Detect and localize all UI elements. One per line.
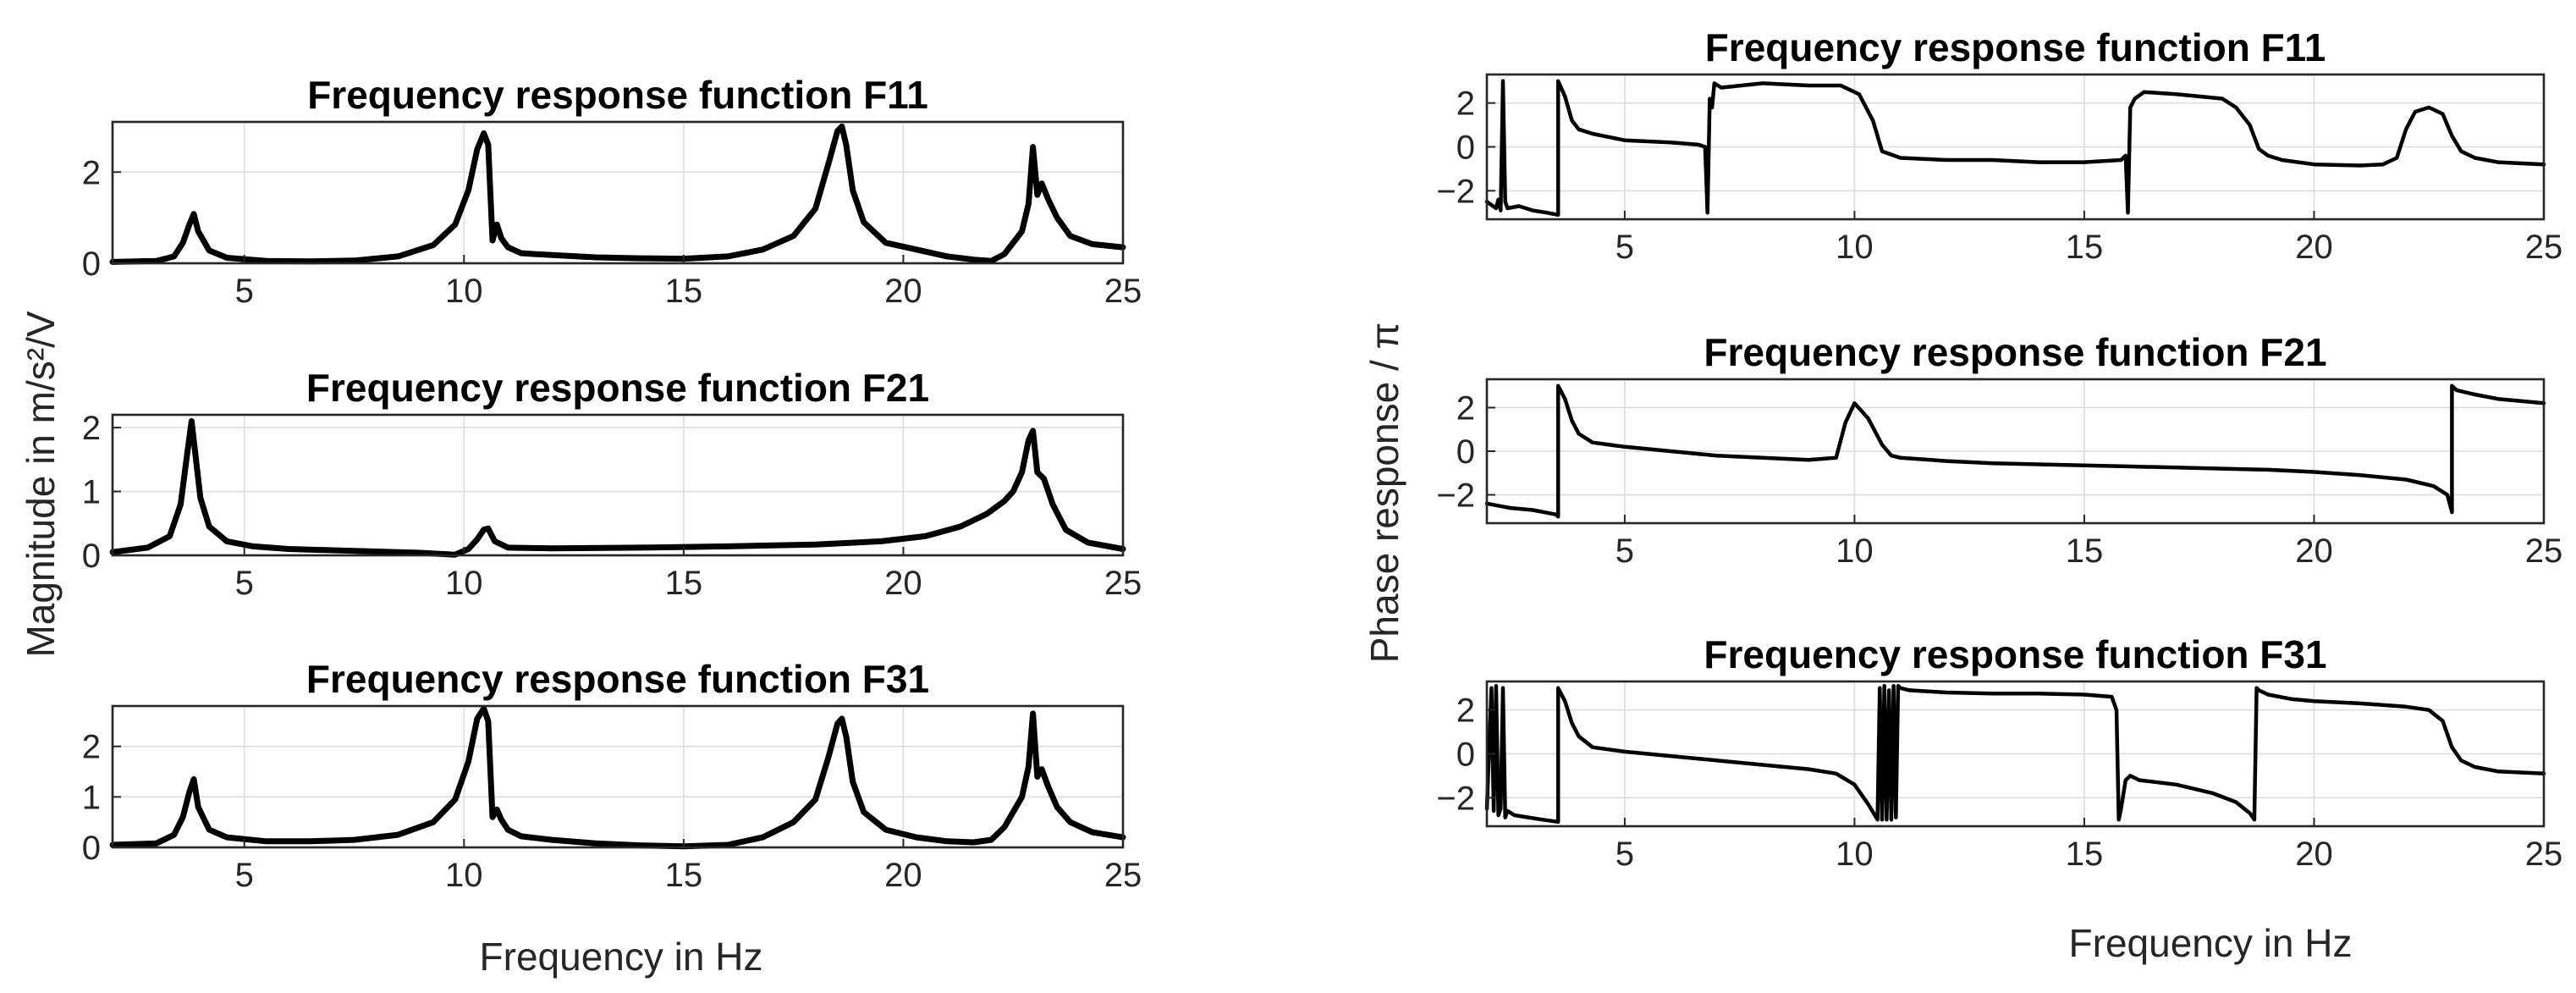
phase-F21-y-tick-label: −2	[1436, 477, 1475, 515]
phase-F11-series-line	[1484, 79, 2546, 218]
mag-F11-x-tick-label: 25	[1104, 273, 1142, 310]
mag-F21-y-tick-label: 0	[82, 538, 101, 575]
phase-F31-title: Frequency response function F31	[1704, 632, 2326, 676]
mag-F11-y-tick-label: 0	[82, 245, 101, 283]
mag-F11-y-tick-label: 2	[82, 154, 101, 191]
mag-F21-y-tick-label: 2	[82, 410, 101, 447]
phase-F31-panel: 5 10 15 20 25 −2 0 2 Frequency response function…	[1436, 632, 2562, 873]
phase-F31-x-tick-label: 5	[1616, 836, 1634, 873]
mag-F31-y-tick-label: 1	[82, 779, 101, 816]
mag-F11-x-tick-label: 10	[445, 273, 483, 310]
mag-F21-x-tick-label: 15	[665, 565, 703, 602]
phase-F21-title: Frequency response function F21	[1704, 330, 2326, 374]
phase-F21-y-tick-label: 2	[1456, 389, 1475, 427]
right-y-axis-label: Phase response / π	[1362, 323, 1406, 664]
mag-F31-panel: 5 10 15 20 25 0 1 2 Frequency response function …	[82, 657, 1142, 894]
mag-F31-x-tick-label: 5	[235, 857, 254, 894]
mag-F31-y-tick-label: 0	[82, 830, 101, 867]
phase-F21-series-line	[1484, 383, 2546, 519]
phase-F11-title: Frequency response function F11	[1705, 25, 2326, 69]
phase-F31-y-tick-label: 2	[1456, 692, 1475, 730]
mag-F21-x-tick-label: 20	[884, 565, 922, 602]
phase-F11-x-tick-label: 25	[2525, 229, 2563, 266]
phase-F11-y-tick-label: 0	[1456, 130, 1475, 167]
phase-F11-y-tick-label: −2	[1436, 173, 1475, 210]
phase-F21-x-tick-label: 25	[2525, 532, 2563, 570]
phase-F31-x-tick-label: 10	[1836, 836, 1874, 873]
mag-F21-x-tick-label: 25	[1104, 565, 1142, 602]
phase-F31-y-tick-label: −2	[1436, 780, 1475, 817]
phase-F21-x-tick-label: 10	[1836, 532, 1874, 570]
mag-F31-axes-frame	[111, 704, 1125, 849]
mag-F21-y-tick-label: 1	[82, 474, 101, 511]
phase-F31-x-tick-label: 25	[2525, 836, 2563, 873]
phase-F31-x-tick-label: 15	[2066, 836, 2104, 873]
mag-F31-y-tick-label: 2	[82, 729, 101, 766]
mag-F21-x-tick-label: 5	[235, 565, 254, 602]
mag-F11-axes-frame	[111, 120, 1125, 265]
mag-F21-plot-area	[111, 413, 1125, 557]
phase-F11-panel: 5 10 15 20 25 −2 0 2 Frequency response function…	[1436, 25, 2562, 266]
phase-F31-series-line	[1484, 683, 2546, 825]
phase-F21-x-tick-label: 20	[2295, 532, 2333, 570]
left-x-axis-label: Frequency in Hz	[480, 935, 763, 979]
phase-F21-panel: 5 10 15 20 25 −2 0 2 Frequency response function…	[1436, 330, 2562, 570]
mag-F21-series-line	[109, 418, 1126, 558]
left-y-axis-label: Magnitude in m/s²/V	[19, 311, 63, 657]
phase-F31-y-tick-label: 0	[1456, 736, 1475, 774]
mag-F31-x-tick-label: 15	[665, 857, 703, 894]
right-x-axis-label: Frequency in Hz	[2069, 921, 2353, 965]
phase-F11-x-tick-label: 5	[1616, 229, 1634, 266]
mag-F11-panel: 5 10 15 20 25 0 2 Frequency response function F…	[82, 73, 1142, 310]
mag-F21-axes-frame	[111, 413, 1125, 557]
mag-F11-title: Frequency response function F11	[307, 73, 928, 117]
mag-F31-plot-area	[111, 704, 1125, 849]
mag-F11-plot-area	[111, 120, 1125, 265]
phase-F21-x-tick-label: 15	[2066, 532, 2104, 570]
mag-F31-x-tick-label: 25	[1104, 857, 1142, 894]
mag-F21-panel: 5 10 15 20 25 0 1 2 Frequency response function …	[82, 366, 1142, 602]
phase-F11-x-tick-label: 20	[2295, 229, 2333, 266]
phase-F11-x-tick-label: 10	[1836, 229, 1874, 266]
mag-F31-x-tick-label: 10	[445, 857, 483, 894]
mag-F11-x-tick-label: 20	[884, 273, 922, 310]
mag-F11-x-tick-label: 5	[235, 273, 254, 310]
mag-F11-x-tick-label: 15	[665, 273, 703, 310]
mag-F31-title: Frequency response function F31	[306, 657, 929, 701]
mag-F21-title: Frequency response function F21	[306, 366, 929, 410]
mag-F21-x-tick-label: 10	[445, 565, 483, 602]
phase-F31-x-tick-label: 20	[2295, 836, 2333, 873]
phase-F11-y-tick-label: 2	[1456, 86, 1475, 123]
phase-F21-x-tick-label: 5	[1616, 532, 1634, 570]
phase-F11-x-tick-label: 15	[2066, 229, 2104, 266]
phase-F21-y-tick-label: 0	[1456, 433, 1475, 471]
mag-F31-x-tick-label: 20	[884, 857, 922, 894]
